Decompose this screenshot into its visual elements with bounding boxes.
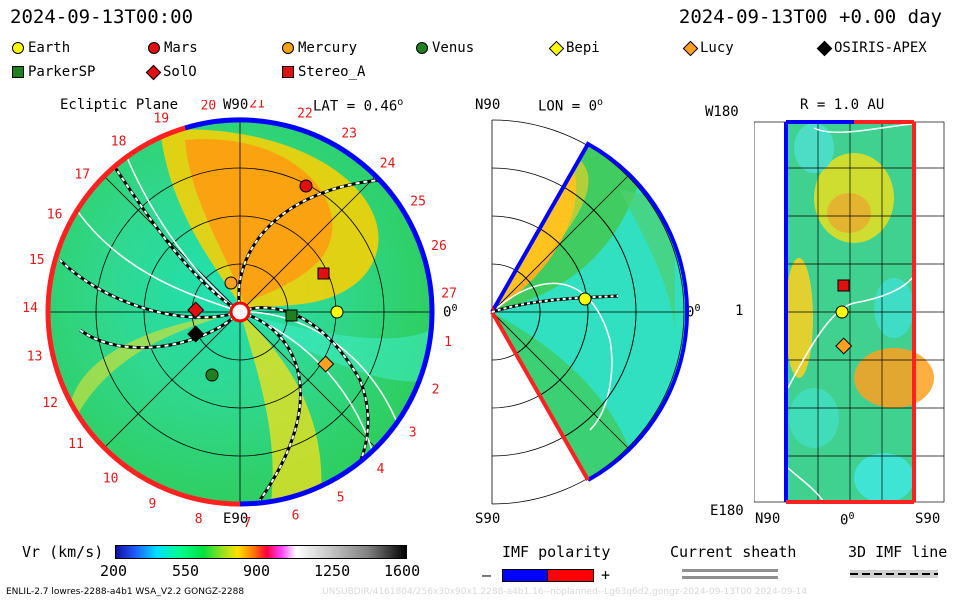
- legend-label: SolO: [163, 64, 197, 80]
- carrington-label: 10: [103, 472, 119, 487]
- carrington-label: 8: [195, 512, 203, 527]
- meridional-right-label: 00: [686, 303, 701, 321]
- lon-label: LON = 0o: [538, 97, 604, 115]
- carrington-label: 24: [380, 157, 396, 172]
- map-mid-label: 1: [735, 303, 744, 319]
- carrington-label: 1: [444, 335, 452, 350]
- current-sheath-line-1: [682, 569, 778, 572]
- carrington-label: 16: [47, 207, 63, 222]
- legend-item-bepi: Bepi: [548, 40, 600, 56]
- square-marker-icon: [282, 66, 294, 78]
- carrington-label: 6: [292, 509, 300, 524]
- map-xaxis-s90: S90: [915, 511, 941, 527]
- current-sheath-title: Current sheath: [670, 543, 797, 561]
- legend-item-earth: Earth: [12, 40, 70, 56]
- carrington-label: 25: [410, 195, 426, 210]
- legend-item-lucy: Lucy: [682, 40, 734, 56]
- meridional-plot: [490, 119, 690, 505]
- diamond-marker-icon: [145, 64, 162, 80]
- ecliptic-top-label: W90: [223, 97, 249, 113]
- legend-label: Mercury: [298, 40, 358, 56]
- legend-item-stereo-a: Stereo_A: [282, 64, 365, 80]
- map-bottom-label: E180: [710, 503, 744, 519]
- timestamp-left: 2024-09-13T00:00: [10, 6, 194, 28]
- diamond-marker-icon: [548, 40, 565, 56]
- carrington-label: 21: [249, 100, 265, 112]
- legend-label: Earth: [28, 40, 71, 56]
- map-xaxis-n90: N90: [755, 511, 781, 527]
- footer-right: UNSUBDIR/4161804/256x30x90x1.2288-a4b1.1…: [322, 587, 808, 597]
- square-marker-icon: [12, 66, 24, 78]
- diamond-marker-icon: [682, 40, 699, 56]
- circle-marker-icon: [12, 42, 24, 54]
- colorbar: [115, 545, 407, 559]
- colorbar-title: Vr (km/s): [22, 543, 104, 561]
- meridional-top-label: N90: [475, 97, 501, 113]
- carrington-label: 7: [243, 516, 251, 530]
- circle-marker-icon: [148, 42, 160, 54]
- carrington-label: 4: [377, 462, 385, 477]
- carrington-label: 15: [29, 253, 45, 268]
- carrington-label: 26: [431, 239, 447, 254]
- ecliptic-bottom-label: E90: [223, 511, 249, 527]
- carrington-label: 27: [441, 287, 457, 302]
- imf-positive-swatch: [547, 569, 594, 582]
- carrington-label: 11: [68, 437, 84, 452]
- diamond-marker-icon: [816, 40, 833, 56]
- meridional-bottom-label: S90: [475, 511, 501, 527]
- lat-label: LAT = 0.46o: [313, 97, 404, 115]
- legend-label: Bepi: [566, 40, 600, 56]
- imf-negative-swatch: [502, 569, 549, 582]
- carrington-label: 12: [42, 396, 58, 411]
- map-xaxis-0: 00: [840, 511, 855, 529]
- legend-item-parkersp: ParkerSP: [12, 64, 95, 80]
- current-sheath-line-2: [682, 576, 778, 579]
- imf-minus: –: [482, 566, 492, 584]
- carrington-label: 17: [74, 167, 90, 182]
- legend-item-solo: SolO: [145, 64, 197, 80]
- legend-item-mars: Mars: [148, 40, 198, 56]
- ecliptic-title: Ecliptic Plane: [60, 97, 179, 113]
- carrington-label: 14: [22, 301, 38, 316]
- legend-label: Mars: [164, 40, 198, 56]
- legend-item-mercury: Mercury: [282, 40, 357, 56]
- footer-left: ENLIL-2.7 lowres-2288-a4b1 WSA_V2.2 GONG…: [6, 587, 245, 597]
- legend-label: Stereo_A: [298, 64, 366, 80]
- map-top-label: W180: [705, 104, 739, 120]
- carrington-label: 23: [341, 127, 357, 142]
- imf-polarity-title: IMF polarity: [502, 543, 611, 561]
- carrington-label: 13: [27, 350, 43, 365]
- legend-item-venus: Venus: [416, 40, 474, 56]
- colorbar-tick-1250: 1250: [314, 562, 351, 580]
- carrington-label: 20: [201, 100, 217, 113]
- carrington-label: 18: [111, 135, 127, 150]
- colorbar-tick-1600: 1600: [384, 562, 421, 580]
- colorbar-tick-200: 200: [100, 562, 128, 580]
- imf-plus: +: [601, 566, 611, 584]
- carrington-label: 22: [297, 106, 313, 121]
- carrington-label: 2: [432, 382, 440, 397]
- legend-label: Venus: [432, 40, 475, 56]
- circle-marker-icon: [282, 42, 294, 54]
- legend-item-osiris-apex: OSIRIS-APEX: [816, 40, 927, 56]
- imf-line-sample: [850, 573, 938, 575]
- ecliptic-right-label: 00: [443, 303, 458, 321]
- circle-marker-icon: [416, 42, 428, 54]
- carrington-label: 3: [409, 425, 417, 440]
- timestamp-right: 2024-09-13T00 +0.00 day: [678, 6, 942, 28]
- legend-label: ParkerSP: [28, 64, 96, 80]
- carrington-label: 9: [148, 497, 156, 512]
- radial-map-plot: [754, 118, 948, 506]
- carrington-label: 19: [153, 111, 169, 126]
- r-label: R = 1.0 AU: [800, 97, 885, 113]
- legend-label: OSIRIS-APEX: [834, 40, 927, 56]
- imf-line-title: 3D IMF line: [848, 543, 948, 561]
- carrington-label: 5: [337, 490, 345, 505]
- colorbar-tick-550: 550: [172, 562, 200, 580]
- legend-label: Lucy: [700, 40, 734, 56]
- colorbar-tick-900: 900: [243, 562, 271, 580]
